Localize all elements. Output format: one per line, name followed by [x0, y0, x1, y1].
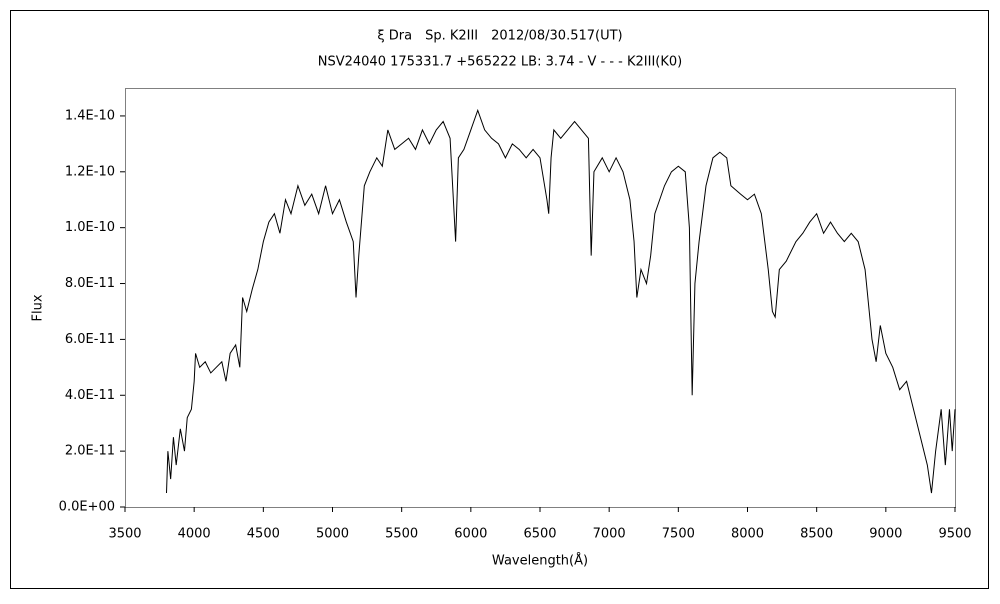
chart-subtitle: NSV24040 175331.7 +565222 LB: 3.74 - V -… — [318, 55, 682, 70]
x-tick-label: 4000 — [178, 527, 211, 542]
y-tick-label: 4.0E-11 — [65, 388, 115, 403]
x-tick-label: 6000 — [454, 527, 487, 542]
x-tick-label: 9500 — [938, 527, 971, 542]
x-tick-label: 8000 — [731, 527, 764, 542]
x-tick-label: 5500 — [385, 527, 418, 542]
chart-title: ξ Dra Sp. K2III 2012/08/30.517(UT) — [377, 29, 622, 44]
x-tick-label: 4500 — [247, 527, 280, 542]
y-tick-label: 6.0E-11 — [65, 332, 115, 347]
y-tick-label: 8.0E-11 — [65, 276, 115, 291]
y-tick-label: 1.4E-10 — [65, 108, 115, 123]
chart-border — [10, 10, 989, 589]
x-axis-label: Wavelength(Å) — [492, 553, 588, 569]
x-tick-label: 7500 — [662, 527, 695, 542]
x-tick-label: 8500 — [800, 527, 833, 542]
x-tick-label: 5000 — [316, 527, 349, 542]
x-tick-label: 9000 — [869, 527, 902, 542]
spectrum-line — [166, 108, 956, 494]
y-tick-label: 1.0E-10 — [65, 220, 115, 235]
x-tick-label: 7000 — [593, 527, 626, 542]
x-tick-label: 3500 — [108, 527, 141, 542]
x-tick-label: 6500 — [523, 527, 556, 542]
y-tick-label: 1.2E-10 — [65, 164, 115, 179]
y-tick-label: 0.0E+00 — [59, 500, 115, 515]
y-axis-label: Flux — [31, 294, 46, 321]
y-tick-label: 2.0E-11 — [65, 444, 115, 459]
